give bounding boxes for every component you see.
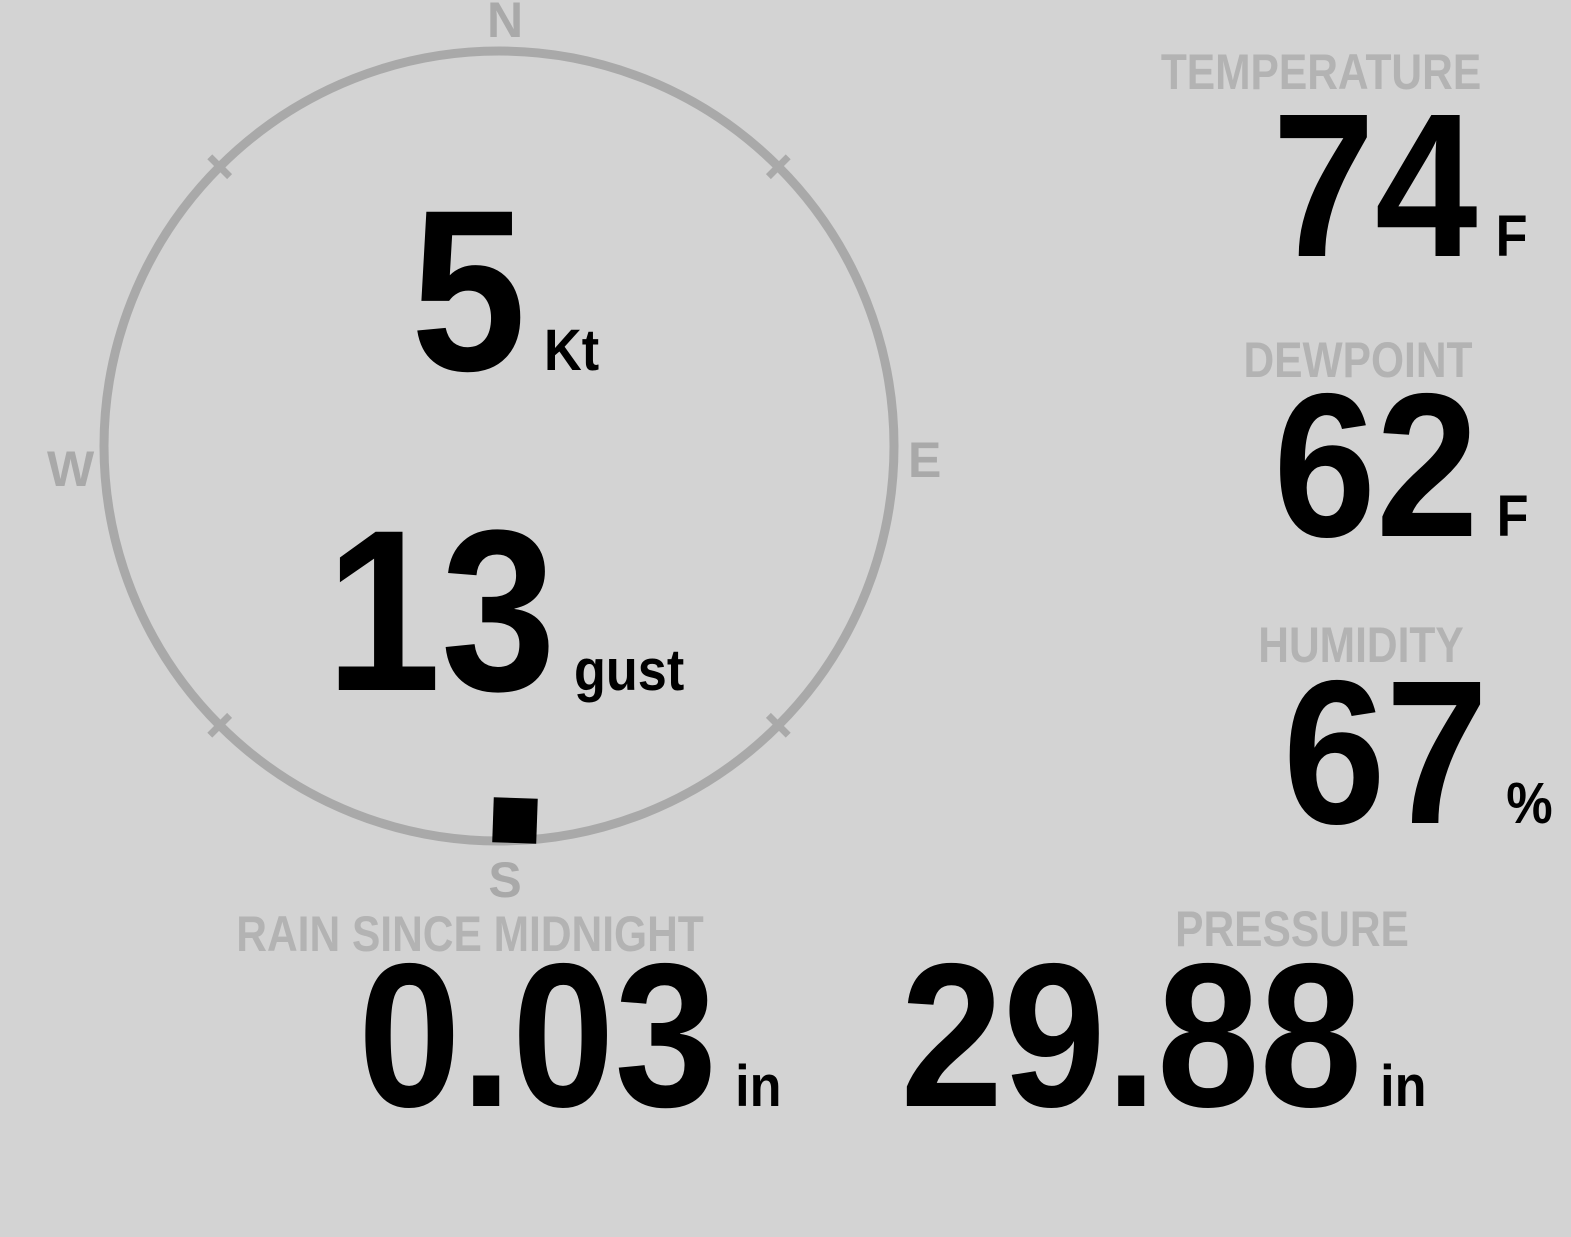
compass-tick-se [765,712,791,738]
humidity-reading: 67 % [1283,650,1553,855]
temperature-reading: 74 F [1272,83,1527,288]
pressure-reading: 29.88 in [901,933,1427,1138]
wind-speed-unit: Kt [544,318,600,383]
compass-label-south: S [488,852,522,908]
pressure-value: 29.88 [900,921,1363,1150]
humidity-value: 67 [1283,638,1489,867]
rain-since-midnight-label: RAIN SINCE MIDNIGHT [236,906,704,962]
pressure-label: PRESSURE [1175,901,1409,957]
pressure-unit: in [1380,1054,1427,1119]
wind-gust-unit: gust [574,638,685,703]
humidity-unit: % [1506,771,1553,836]
wind-compass-gauge: N E S W 5 Kt 13 gust [0,0,1010,920]
temperature-unit: F [1495,204,1527,269]
wind-direction-marker-icon [492,797,538,844]
compass-label-north: N [486,0,524,48]
dewpoint-unit: F [1496,484,1528,549]
dewpoint-reading: 62 F [1273,363,1528,568]
temperature-label: TEMPERATURE [1160,44,1482,100]
rain-since-midnight-unit: in [735,1054,782,1119]
dewpoint-label: DEWPOINT [1243,332,1473,388]
wind-speed-reading: 5 Kt [51,176,960,406]
compass-label-east: E [908,432,942,488]
rain-since-midnight-reading: 0.03 in [359,933,782,1138]
compass-dial-icon [99,46,899,846]
temperature-value: 74 [1271,71,1478,300]
wind-gust-reading: 13 gust [51,496,960,726]
compass-tick-ne [765,154,791,180]
dewpoint-value: 62 [1272,351,1479,580]
wind-speed-value: 5 [410,162,527,419]
compass-tick-nw [207,154,233,180]
compass-label-west: W [47,441,95,497]
wind-gust-value: 13 [325,482,557,739]
rain-since-midnight-value: 0.03 [358,921,718,1150]
humidity-label: HUMIDITY [1258,617,1464,673]
compass-tick-sw [207,712,233,738]
